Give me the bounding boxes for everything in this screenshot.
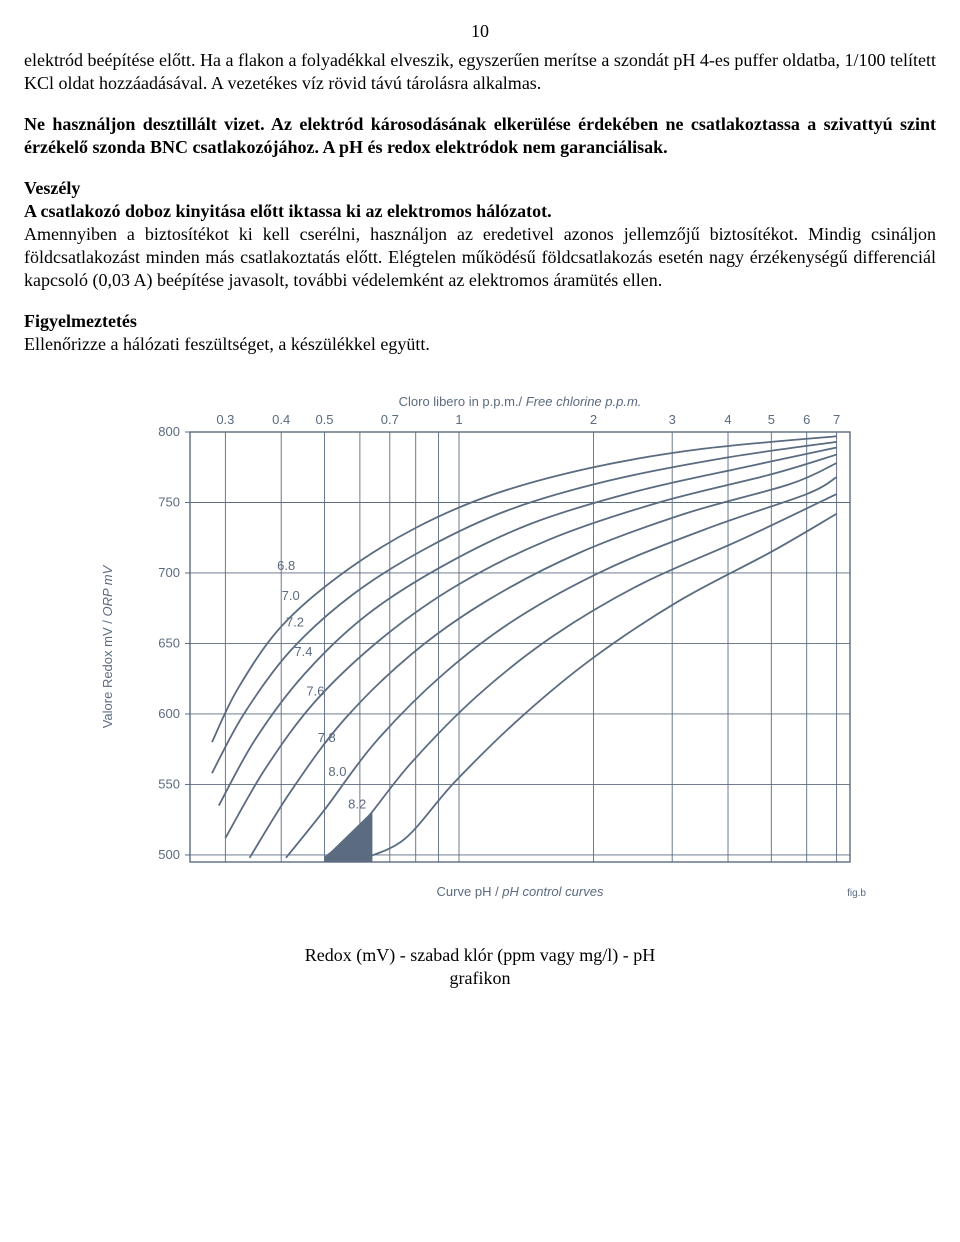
svg-text:7: 7 xyxy=(833,412,840,427)
warning-heading: Figyelmeztetés xyxy=(24,310,936,333)
svg-text:6.8: 6.8 xyxy=(277,559,295,574)
svg-text:fig.b: fig.b xyxy=(847,888,866,899)
svg-text:0.3: 0.3 xyxy=(216,412,234,427)
svg-text:6: 6 xyxy=(803,412,810,427)
svg-text:7.8: 7.8 xyxy=(318,731,336,746)
svg-text:1: 1 xyxy=(455,412,462,427)
chart-svg: 500 550 600 650 700 750 800 0.3 0.4 0.5 0.7 1 2 3 4 5 6 7… xyxy=(80,392,880,932)
svg-text:8.0: 8.0 xyxy=(328,764,346,779)
svg-text:7.0: 7.0 xyxy=(282,588,300,603)
danger-body: Amennyiben a biztosítékot ki kell cserél… xyxy=(24,223,936,292)
svg-text:7.4: 7.4 xyxy=(294,645,312,660)
svg-text:4: 4 xyxy=(724,412,731,427)
svg-text:7.6: 7.6 xyxy=(306,684,324,699)
svg-text:0.4: 0.4 xyxy=(272,412,290,427)
paragraph-1: elektród beépítése előtt. Ha a flakon a … xyxy=(24,49,936,95)
warning-body: Ellenőrizze a hálózati feszültséget, a k… xyxy=(24,333,936,356)
svg-text:Valore Redox mV / ORP: Valore Redox mV / ORP mV xyxy=(100,565,115,729)
page-number: 10 xyxy=(24,20,936,43)
svg-text:650: 650 xyxy=(158,636,180,651)
svg-text:800: 800 xyxy=(158,424,180,439)
caption-line2: grafikon xyxy=(24,967,936,990)
svg-text:0.5: 0.5 xyxy=(315,412,333,427)
svg-text:7.2: 7.2 xyxy=(286,615,304,630)
svg-text:3: 3 xyxy=(669,412,676,427)
redox-chart: 500 550 600 650 700 750 800 0.3 0.4 0.5 0.7 1 2 3 4 5 6 7… xyxy=(80,392,880,932)
svg-text:Curve pH / pH control cur: Curve pH / pH control curves xyxy=(437,884,604,899)
svg-text:2: 2 xyxy=(590,412,597,427)
svg-text:750: 750 xyxy=(158,495,180,510)
chart-caption: Redox (mV) - szabad klór (ppm vagy mg/l)… xyxy=(24,944,936,990)
svg-text:8.2: 8.2 xyxy=(348,797,366,812)
svg-text:Cloro libero in p.p.m./ Free: Cloro libero in p.p.m./ Free chlorine p.… xyxy=(399,394,642,409)
warning-block: Figyelmeztetés Ellenőrizze a hálózati fe… xyxy=(24,310,936,356)
danger-block: Veszély A csatlakozó doboz kinyitása elő… xyxy=(24,177,936,292)
svg-text:500: 500 xyxy=(158,847,180,862)
paragraph-2-bold: Ne használjon desztillált vizet. Az elek… xyxy=(24,113,936,159)
svg-text:700: 700 xyxy=(158,565,180,580)
svg-text:5: 5 xyxy=(768,412,775,427)
svg-text:0.7: 0.7 xyxy=(381,412,399,427)
danger-line1: A csatlakozó doboz kinyitása előtt iktas… xyxy=(24,200,936,223)
danger-heading: Veszély xyxy=(24,177,936,200)
caption-line1: Redox (mV) - szabad klór (ppm vagy mg/l)… xyxy=(24,944,936,967)
svg-text:600: 600 xyxy=(158,706,180,721)
svg-text:550: 550 xyxy=(158,777,180,792)
